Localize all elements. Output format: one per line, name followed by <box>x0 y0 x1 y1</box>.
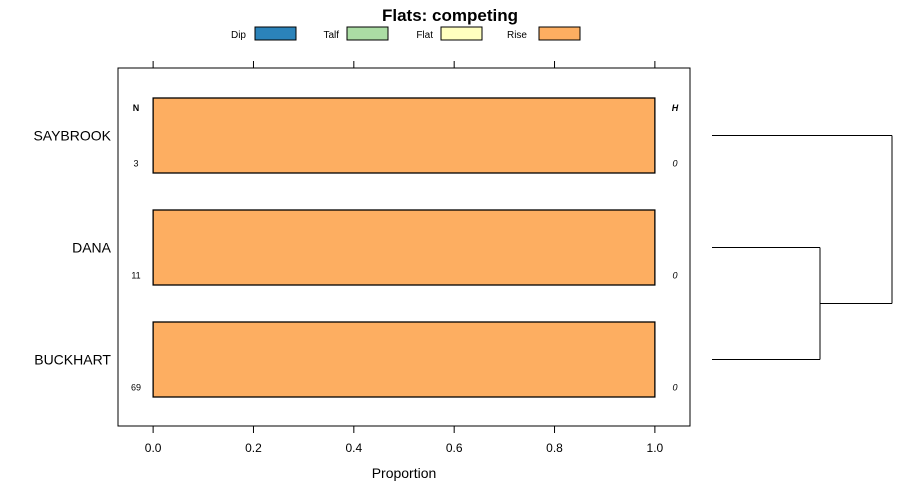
x-axis-label: Proportion <box>372 465 437 481</box>
h-column: H 0 0 0 <box>672 103 679 393</box>
x-tick-label: 0.2 <box>245 441 262 455</box>
x-tick-label: 0.6 <box>446 441 463 455</box>
legend-swatch-rise <box>538 26 581 41</box>
dendrogram <box>712 135 893 360</box>
category-label-buckhart: BUCKHART <box>34 352 111 368</box>
bar-dana-rise <box>152 209 656 286</box>
x-tick-label: 0.0 <box>145 441 162 455</box>
bars <box>152 97 656 398</box>
x-tick-label: 0.4 <box>345 441 362 455</box>
x-axis: 0.0 0.2 0.4 0.6 0.8 1.0 <box>145 426 664 455</box>
h-value: 0 <box>672 271 677 281</box>
legend-label-talf: Talf <box>323 30 339 41</box>
x-tick-label: 0.8 <box>546 441 563 455</box>
legend-swatch-dip <box>254 26 297 41</box>
x-tick-label: 1.0 <box>647 441 664 455</box>
n-value: 3 <box>133 159 138 169</box>
category-label-saybrook: SAYBROOK <box>33 128 111 144</box>
n-value: 69 <box>131 383 141 393</box>
category-labels: SAYBROOK DANA BUCKHART <box>33 128 111 368</box>
n-column: N 3 11 69 <box>131 103 141 393</box>
top-axis-ticks <box>152 61 656 68</box>
legend-swatch-talf <box>346 26 389 41</box>
n-value: 11 <box>131 271 140 281</box>
bar-saybrook-rise <box>152 97 656 174</box>
legend-label-rise: Rise <box>507 30 527 41</box>
h-value: 0 <box>672 159 677 169</box>
n-header: N <box>133 103 140 113</box>
legend-label-flat: Flat <box>416 30 433 41</box>
chart-title: Flats: competing <box>382 6 518 25</box>
legend: Dip Talf Flat Rise <box>231 26 581 41</box>
h-value: 0 <box>672 383 677 393</box>
category-label-dana: DANA <box>72 240 112 256</box>
plot-frame <box>117 67 691 427</box>
h-header: H <box>672 103 679 113</box>
bar-buckhart-rise <box>152 321 656 398</box>
legend-label-dip: Dip <box>231 30 246 41</box>
legend-swatch-flat <box>440 26 483 41</box>
